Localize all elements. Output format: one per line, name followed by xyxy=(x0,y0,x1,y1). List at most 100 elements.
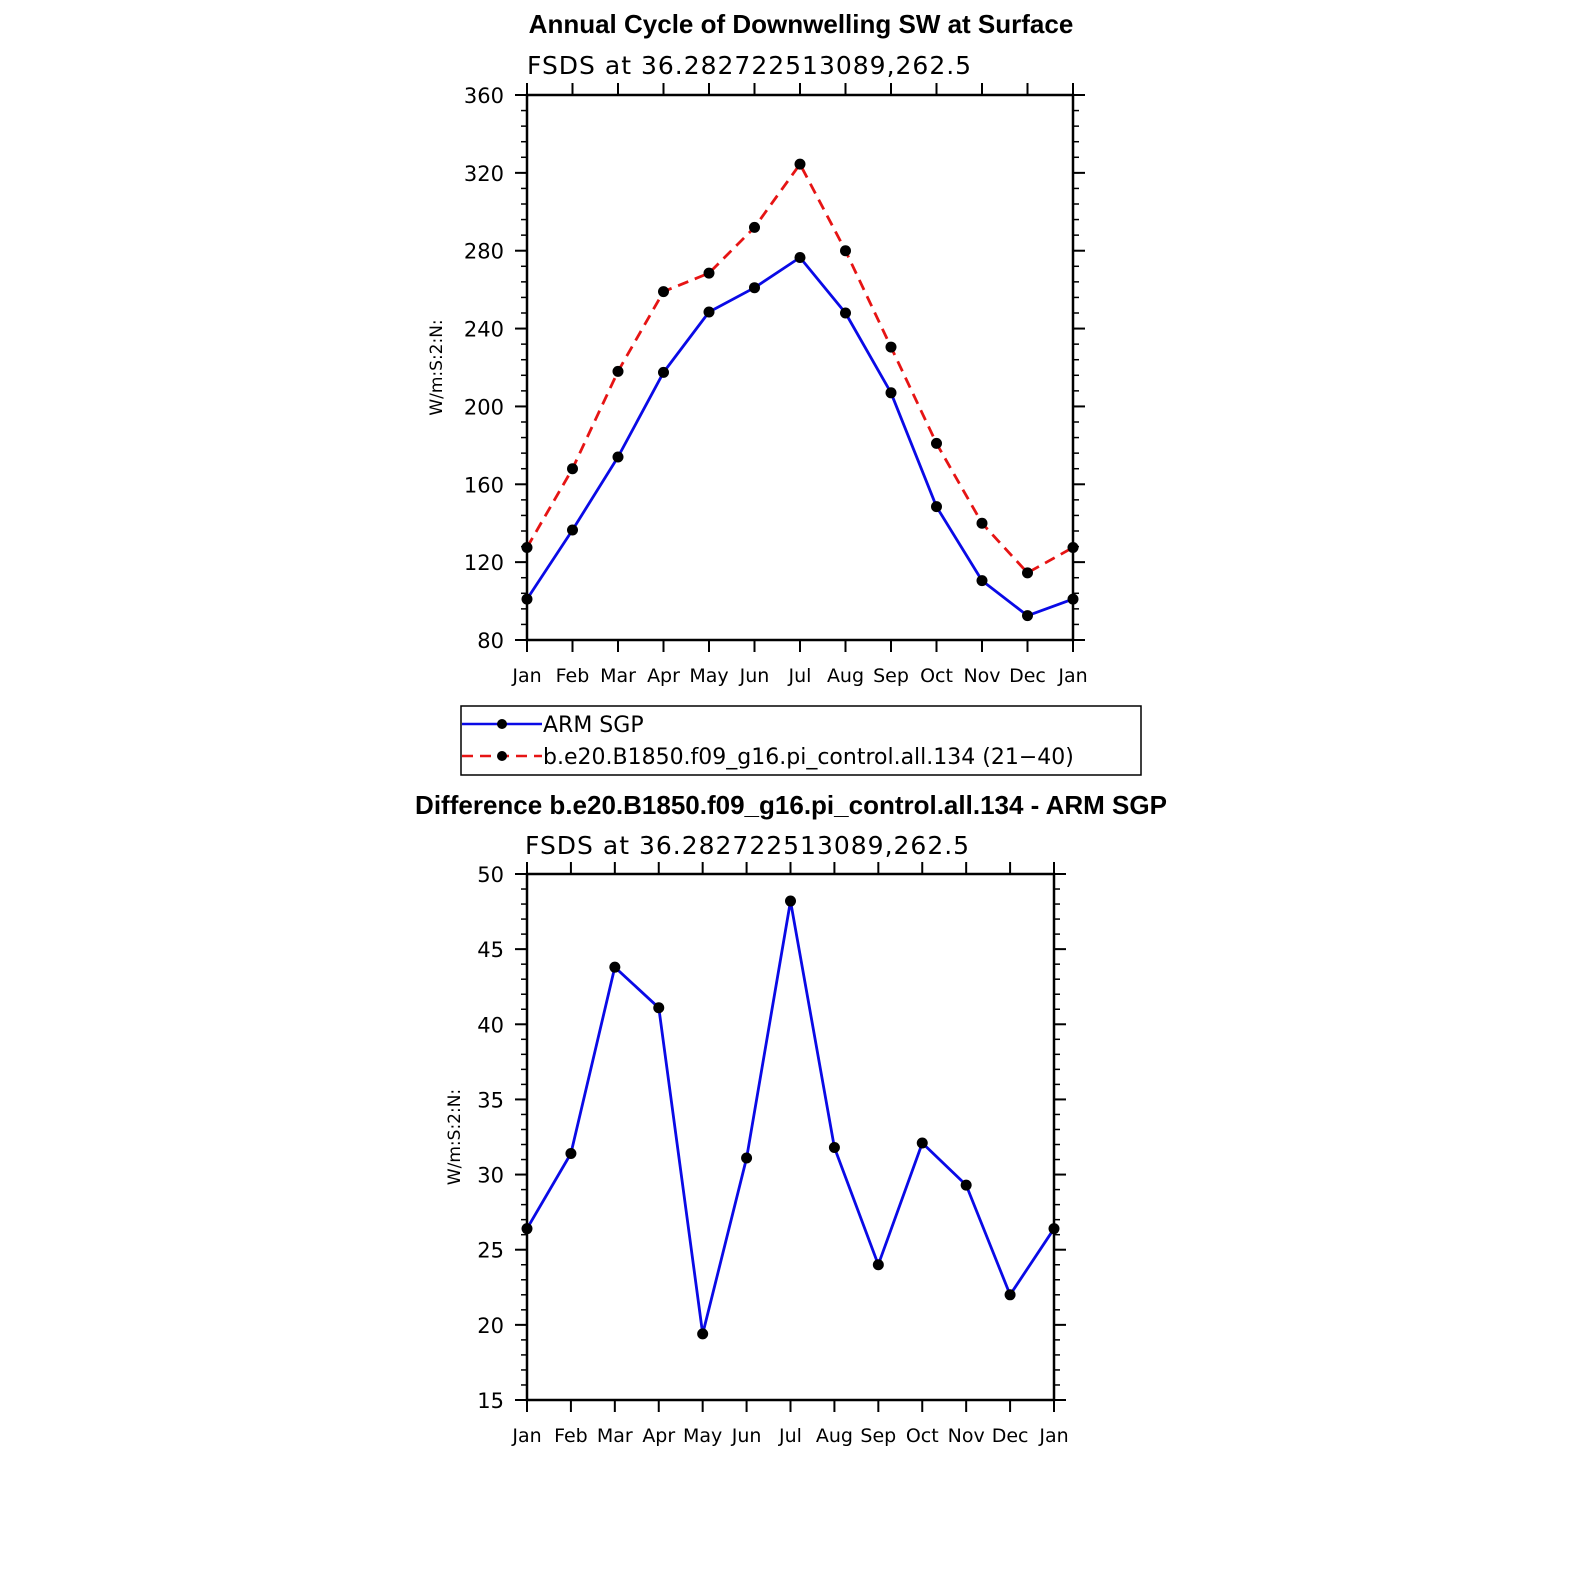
chart1-subtitle: FSDS at 36.282722513089,262.5 xyxy=(527,51,972,80)
chart1-ytick-label: 280 xyxy=(464,240,504,264)
chart2-xtick-label: Sep xyxy=(860,1425,896,1447)
chart1-series-1-point xyxy=(1067,542,1079,554)
chart2-series-0-point xyxy=(916,1137,928,1149)
chart1-ylabel: W/m:S:2:N: xyxy=(427,319,447,415)
chart1-series-1-point xyxy=(976,517,988,529)
chart1-ytick-label: 360 xyxy=(464,84,504,108)
chart1-series-0-point xyxy=(703,306,715,318)
chart1-xtick-label: Apr xyxy=(647,665,680,687)
chart1-series-0-point xyxy=(612,451,624,463)
chart2-series-0-point xyxy=(565,1148,577,1160)
chart2-ytick-label: 50 xyxy=(477,863,504,887)
chart1-series-1-point xyxy=(794,158,806,170)
chart1-series-0-point xyxy=(976,575,988,587)
chart1-series-1-point xyxy=(703,267,715,279)
chart1-series-0-point xyxy=(521,593,533,605)
chart2-xtick-label: Oct xyxy=(906,1425,939,1447)
chart2-ytick-label: 20 xyxy=(477,1314,504,1338)
legend: ARM SGP b.e20.B1850.f09_g16.pi_control.a… xyxy=(460,705,1142,776)
chart1-frame xyxy=(525,93,1075,642)
chart2-series-0-point xyxy=(653,1002,665,1014)
chart1-ytick-label: 120 xyxy=(464,551,504,575)
chart2-ytick-label: 35 xyxy=(477,1088,504,1112)
chart2-ytick-label: 45 xyxy=(477,938,504,962)
chart1-series-0-point xyxy=(794,252,806,264)
chart1-xtick-label: Aug xyxy=(827,665,864,687)
chart2-xtick-label: Feb xyxy=(554,1425,588,1447)
chart2-series-0-point xyxy=(1004,1289,1016,1301)
legend-label-arm: ARM SGP xyxy=(543,713,644,738)
chart1-xtick-label: Nov xyxy=(963,665,1000,687)
chart2-series-0-point xyxy=(960,1179,972,1191)
chart1-xtick-label: Jun xyxy=(739,665,770,687)
chart2-ytick-label: 15 xyxy=(477,1389,504,1413)
chart2-plot: 15 20 25 30 35 40 45 50 Jan Feb Mar Apr May Jun Jul Aug… xyxy=(445,862,1069,1447)
chart1-xtick-label: Feb xyxy=(556,665,590,687)
legend-marker-arm xyxy=(497,719,507,729)
chart1-ytick-label: 320 xyxy=(464,162,504,186)
chart2-subtitle: FSDS at 36.282722513089,262.5 xyxy=(525,831,970,860)
chart2-xtick-label: Jun xyxy=(731,1425,762,1447)
chart1-xtick-label: Sep xyxy=(873,665,909,687)
chart1-xtick-label: Oct xyxy=(920,665,953,687)
chart1-series-1-point xyxy=(567,463,578,475)
chart2-ytick-label: 30 xyxy=(477,1164,504,1188)
chart2-frame xyxy=(525,872,1056,1402)
legend-box xyxy=(460,705,1142,776)
chart1-series-1-point xyxy=(840,245,851,257)
chart1-plot: 80 120 160 200 240 280 320 360 Jan Feb Mar Apr May Ju… xyxy=(427,83,1088,687)
chart2-ylabel: W/m:S:2:N: xyxy=(445,1089,465,1185)
chart2-series-0-point xyxy=(609,961,621,973)
chart2-title: Difference b.e20.B1850.f09_g16.pi_contro… xyxy=(415,790,1167,820)
chart2-xtick-label: Jul xyxy=(778,1425,802,1447)
chart2-series-0-point xyxy=(1048,1223,1060,1235)
chart2-series-0-point xyxy=(828,1142,840,1154)
chart1-ytick-label: 240 xyxy=(464,318,504,342)
chart1-series-1-point xyxy=(749,221,760,233)
chart1-xtick-label: Jan xyxy=(1057,665,1087,687)
chart1-series-0-line xyxy=(525,256,1074,618)
chart2-ytick-label: 40 xyxy=(477,1013,504,1037)
chart1-series-0-point xyxy=(1067,593,1079,605)
chart1-xtick-label: Jul xyxy=(788,665,812,687)
chart1-series-1-point xyxy=(521,542,533,554)
chart1-series-0-point xyxy=(567,524,578,536)
chart2-series-0-point xyxy=(697,1328,709,1340)
chart1-xtick-label: Mar xyxy=(600,665,636,687)
chart1-ytick-label: 200 xyxy=(464,395,504,419)
chart2-xtick-label: Jan xyxy=(511,1425,541,1447)
legend-marker-model xyxy=(497,751,507,761)
chart1-xtick-label: Dec xyxy=(1009,665,1046,687)
chart2-xtick-label: Apr xyxy=(642,1425,675,1447)
chart1-series-1-point xyxy=(931,437,942,449)
chart1-series-1-point xyxy=(1022,567,1033,579)
chart2-xtick-label: Jan xyxy=(1038,1425,1068,1447)
chart1-series-1-point xyxy=(885,341,897,353)
chart2-xtick-label: Aug xyxy=(816,1425,853,1447)
chart2-series-0-point xyxy=(521,1223,533,1235)
chart1-series-0-point xyxy=(658,366,669,378)
chart1-ytick-label: 160 xyxy=(464,473,504,497)
chart1-series-1-point xyxy=(658,286,669,298)
chart1-series-0-point xyxy=(1022,610,1033,622)
legend-label-model: b.e20.B1850.f09_g16.pi_control.all.134 (… xyxy=(543,745,1074,770)
chart2-series-0-point xyxy=(872,1259,884,1271)
chart1-xtick-label: May xyxy=(689,665,728,687)
chart1-title: Annual Cycle of Downwelling SW at Surfac… xyxy=(529,9,1074,39)
chart1-series-0-point xyxy=(931,501,942,513)
chart2-ytick-label: 25 xyxy=(477,1239,504,1263)
chart2-series-0-point xyxy=(741,1152,753,1164)
chart1-xtick-label: Jan xyxy=(511,665,541,687)
chart2-series-0-point xyxy=(785,895,796,907)
chart1-series-0-point xyxy=(749,282,760,294)
chart1-ytick-label: 80 xyxy=(477,629,504,653)
chart1-series-1-line xyxy=(525,162,1074,575)
chart2-series-0-line xyxy=(525,899,1056,1336)
chart2-xtick-label: Nov xyxy=(948,1425,985,1447)
chart2-xtick-label: Dec xyxy=(992,1425,1029,1447)
chart2-xtick-label: Mar xyxy=(597,1425,633,1447)
chart1-series-1-point xyxy=(612,365,624,377)
chart2-xtick-label: May xyxy=(683,1425,722,1447)
chart1-series-0-point xyxy=(885,387,897,399)
